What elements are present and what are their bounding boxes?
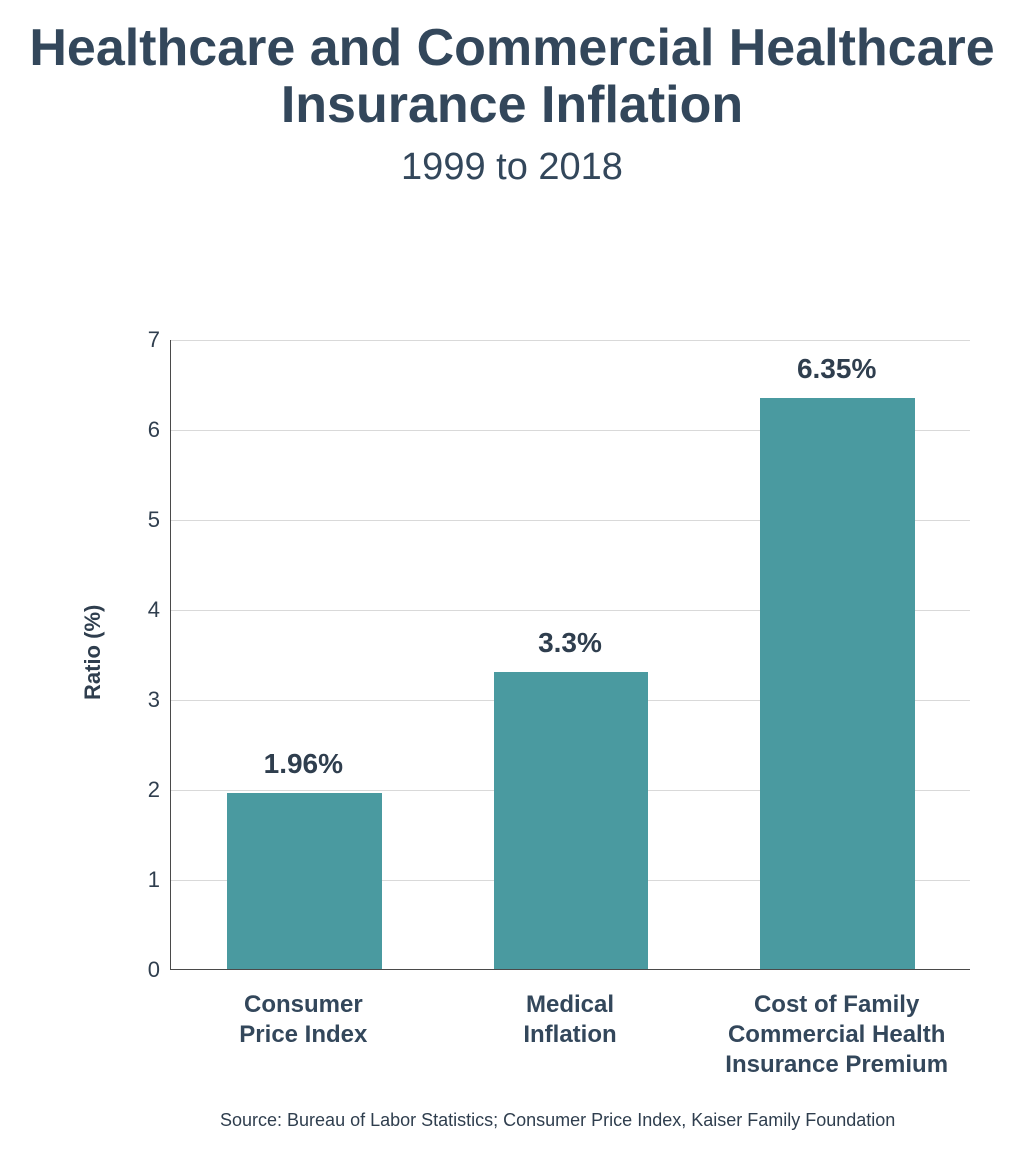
y-tick-label: 4 xyxy=(130,597,160,623)
y-tick-label: 7 xyxy=(130,327,160,353)
chart-title: Healthcare and Commercial Healthcare Ins… xyxy=(0,0,1024,134)
grid-line xyxy=(171,340,970,341)
bar-value-label: 1.96% xyxy=(196,748,411,780)
y-tick-label: 0 xyxy=(130,957,160,983)
bar xyxy=(227,793,382,969)
source-text: Source: Bureau of Labor Statistics; Cons… xyxy=(220,1110,895,1131)
category-label: ConsumerPrice Index xyxy=(170,990,437,1050)
bar xyxy=(760,398,915,970)
category-label: MedicalInflation xyxy=(437,990,704,1050)
y-tick-label: 1 xyxy=(130,867,160,893)
y-tick-label: 3 xyxy=(130,687,160,713)
category-label: Cost of FamilyCommercial HealthInsurance… xyxy=(703,990,970,1080)
chart-container: Healthcare and Commercial Healthcare Ins… xyxy=(0,0,1024,1166)
y-axis-label: Ratio (%) xyxy=(80,605,106,700)
y-tick-label: 6 xyxy=(130,417,160,443)
bar-value-label: 6.35% xyxy=(729,353,944,385)
y-tick-label: 2 xyxy=(130,777,160,803)
y-tick-label: 5 xyxy=(130,507,160,533)
bar-value-label: 3.3% xyxy=(463,627,678,659)
bar xyxy=(494,672,649,969)
chart-subtitle: 1999 to 2018 xyxy=(0,146,1024,189)
